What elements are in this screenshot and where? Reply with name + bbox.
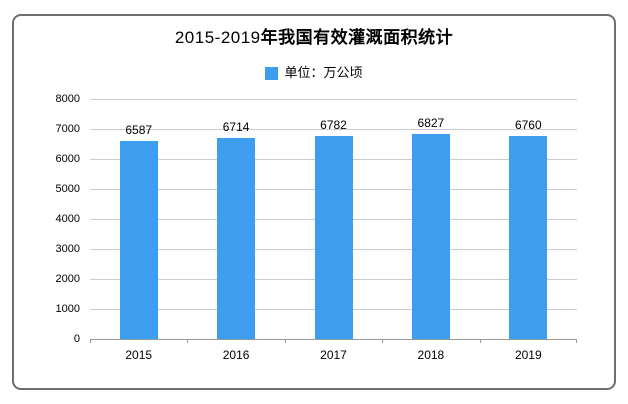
x-tick-label: 2019 (514, 348, 542, 362)
y-tick-label: 0 (73, 333, 80, 345)
y-tick-label: 3000 (55, 243, 80, 255)
x-axis-tick (576, 339, 577, 343)
x-axis-tick (90, 339, 91, 343)
chart-title-main: 年我国有效灌溉面积统计 (260, 28, 454, 47)
legend: 单位：万公顷 (14, 66, 614, 80)
bar (119, 141, 158, 339)
chart-title: 2015-2019年我国有效灌溉面积统计 (14, 27, 614, 49)
y-tick-label: 1000 (55, 303, 80, 315)
x-tick-label: 2015 (125, 348, 153, 362)
legend-label: 单位：万公顷 (284, 65, 363, 80)
bar (509, 136, 548, 339)
x-axis-tick (382, 339, 384, 343)
bar (217, 137, 256, 339)
chart-card: 2015-2019年我国有效灌溉面积统计 单位：万公顷 0 1000 2000 300… (12, 14, 616, 390)
x-tick-label: 2017 (320, 348, 347, 362)
y-tick-label: 6000 (55, 153, 80, 165)
bar-value-label: 6587 (125, 123, 153, 138)
x-tick-label: 2016 (222, 348, 250, 362)
x-axis-tick (479, 339, 481, 343)
x-axis-line (90, 339, 577, 340)
y-tick-label: 4000 (55, 213, 80, 225)
bar (314, 135, 353, 339)
gridline (90, 129, 577, 130)
bar (411, 134, 450, 339)
y-tick-label: 5000 (55, 183, 80, 195)
y-tick-label: 7000 (55, 123, 80, 135)
chart-title-years: 2015-2019 (174, 28, 261, 47)
plot-area: 0 1000 2000 3000 4000 5000 6000 7000 8000 6587 201… (56, 93, 577, 362)
x-axis-tick (187, 339, 189, 343)
bar-value-label: 6782 (320, 117, 347, 132)
legend-swatch-icon (265, 66, 279, 80)
bar-value-label: 6827 (417, 116, 445, 131)
bar-value-label: 6714 (222, 119, 250, 134)
x-axis-tick (284, 339, 286, 343)
y-tick-label: 2000 (55, 273, 80, 285)
x-tick-label: 2018 (417, 348, 445, 362)
gridline (90, 99, 577, 100)
y-tick-label: 8000 (55, 93, 80, 105)
bar-value-label: 6760 (514, 118, 542, 133)
